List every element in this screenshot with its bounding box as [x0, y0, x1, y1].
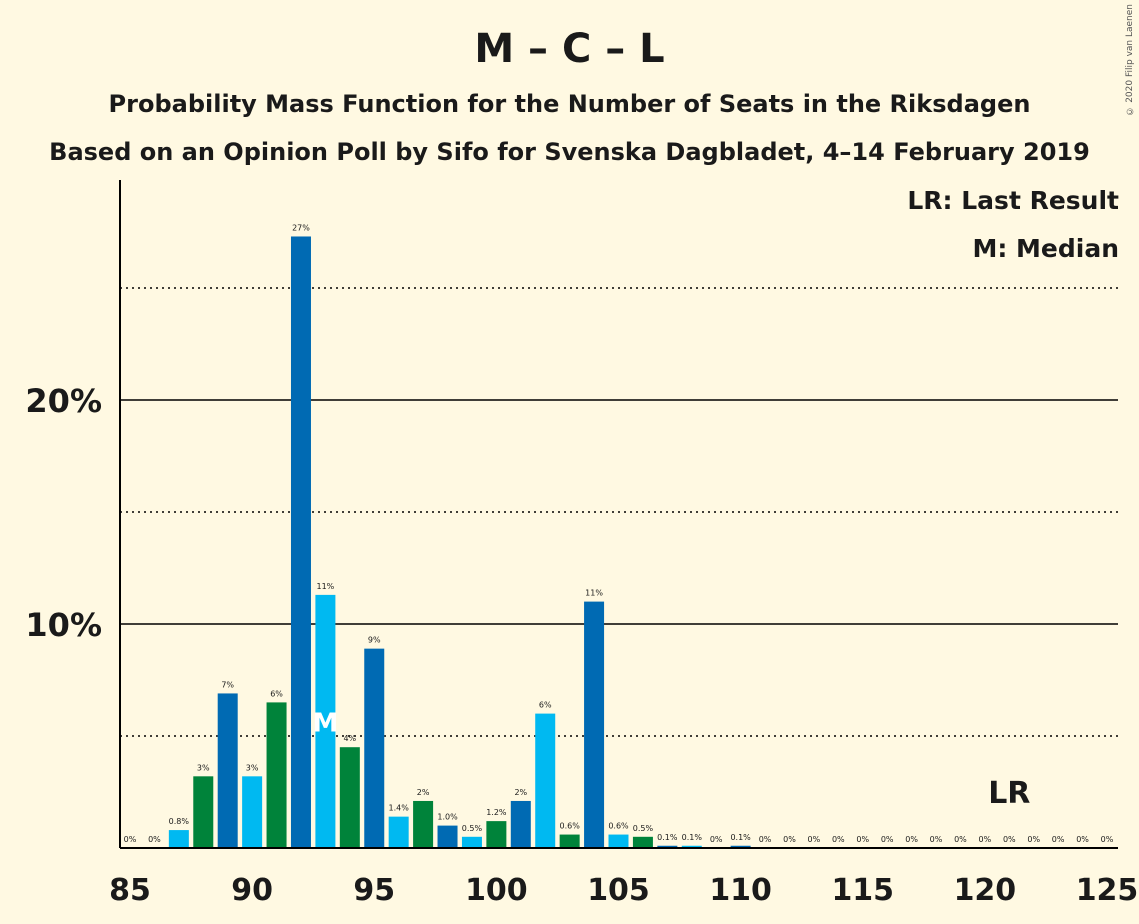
x-tick-label: 85 — [109, 873, 151, 908]
data-label: 0% — [783, 835, 796, 844]
data-label: 1.4% — [389, 804, 410, 813]
x-tick-label: 125 — [1076, 873, 1139, 908]
x-tick-label: 115 — [831, 873, 894, 908]
data-label: 1.2% — [486, 808, 507, 817]
bar — [217, 693, 238, 848]
legend-median: M: Median — [972, 234, 1119, 263]
bar — [437, 825, 458, 848]
bar — [730, 845, 751, 848]
bar — [657, 845, 678, 848]
median-marker: M — [312, 709, 338, 739]
bar — [168, 830, 189, 848]
data-label: 0% — [905, 835, 918, 844]
data-label: 0% — [710, 835, 723, 844]
data-label: 0% — [1076, 835, 1089, 844]
y-tick-label: 20% — [25, 382, 102, 420]
bar — [608, 834, 629, 848]
data-label: 3% — [197, 763, 210, 772]
legend-last-result: LR: Last Result — [907, 186, 1119, 215]
x-tick-label: 90 — [231, 873, 273, 908]
data-label: 0% — [979, 835, 992, 844]
data-label: 0% — [148, 835, 161, 844]
data-label: 1.0% — [437, 813, 458, 822]
data-label: 0.8% — [169, 817, 190, 826]
data-label: 27% — [292, 223, 310, 232]
data-label: 0% — [1101, 835, 1114, 844]
bar — [486, 821, 507, 848]
y-tick-label: 10% — [25, 606, 102, 644]
bar — [632, 836, 653, 848]
data-label: 0.1% — [657, 833, 678, 842]
data-label: 0% — [759, 835, 772, 844]
bar — [290, 236, 311, 849]
data-label: 0% — [124, 835, 137, 844]
data-label: 0.5% — [462, 824, 483, 833]
chart-subtitle-source: Based on an Opinion Poll by Sifo for Sve… — [49, 138, 1090, 166]
bar — [461, 836, 482, 848]
data-label: 11% — [585, 589, 603, 598]
data-label: 0.1% — [730, 833, 751, 842]
bar — [559, 834, 580, 848]
last-result-marker: LR — [988, 776, 1030, 811]
data-label: 2% — [514, 788, 527, 797]
data-label: 7% — [221, 680, 234, 689]
bar — [339, 747, 360, 848]
data-label: 0% — [1027, 835, 1040, 844]
bar — [413, 800, 434, 848]
data-label: 0.6% — [608, 822, 629, 831]
data-label: 0% — [832, 835, 845, 844]
data-label: 0% — [930, 835, 943, 844]
x-tick-label: 105 — [587, 873, 650, 908]
bar — [535, 713, 556, 848]
data-label: 0.1% — [682, 833, 703, 842]
data-label: 0% — [808, 835, 821, 844]
x-tick-label: 100 — [465, 873, 528, 908]
x-tick-label: 95 — [353, 873, 395, 908]
bar — [584, 601, 605, 848]
data-label: 0.6% — [559, 822, 580, 831]
chart-title: M – C – L — [474, 26, 665, 72]
bar — [315, 594, 336, 848]
x-tick-label: 110 — [709, 873, 772, 908]
chart-subtitle: Probability Mass Function for the Number… — [108, 90, 1031, 118]
data-label: 0% — [881, 835, 894, 844]
data-label: 3% — [246, 763, 259, 772]
data-label: 0% — [856, 835, 869, 844]
data-label: 0% — [1003, 835, 1016, 844]
data-label: 9% — [368, 636, 381, 645]
data-label: 0.5% — [633, 824, 654, 833]
bar — [266, 702, 287, 848]
x-tick-label: 120 — [954, 873, 1017, 908]
data-label: 11% — [317, 582, 335, 591]
data-label: 6% — [270, 689, 283, 698]
data-label: 0% — [1052, 835, 1065, 844]
bar — [681, 845, 702, 848]
bar — [364, 648, 385, 848]
bar — [242, 776, 263, 848]
data-label: 6% — [539, 701, 552, 710]
bar — [193, 776, 214, 848]
data-label: 2% — [417, 788, 430, 797]
bar — [510, 800, 531, 848]
data-label: 0% — [954, 835, 967, 844]
data-label: 4% — [343, 734, 356, 743]
bar — [388, 816, 409, 848]
